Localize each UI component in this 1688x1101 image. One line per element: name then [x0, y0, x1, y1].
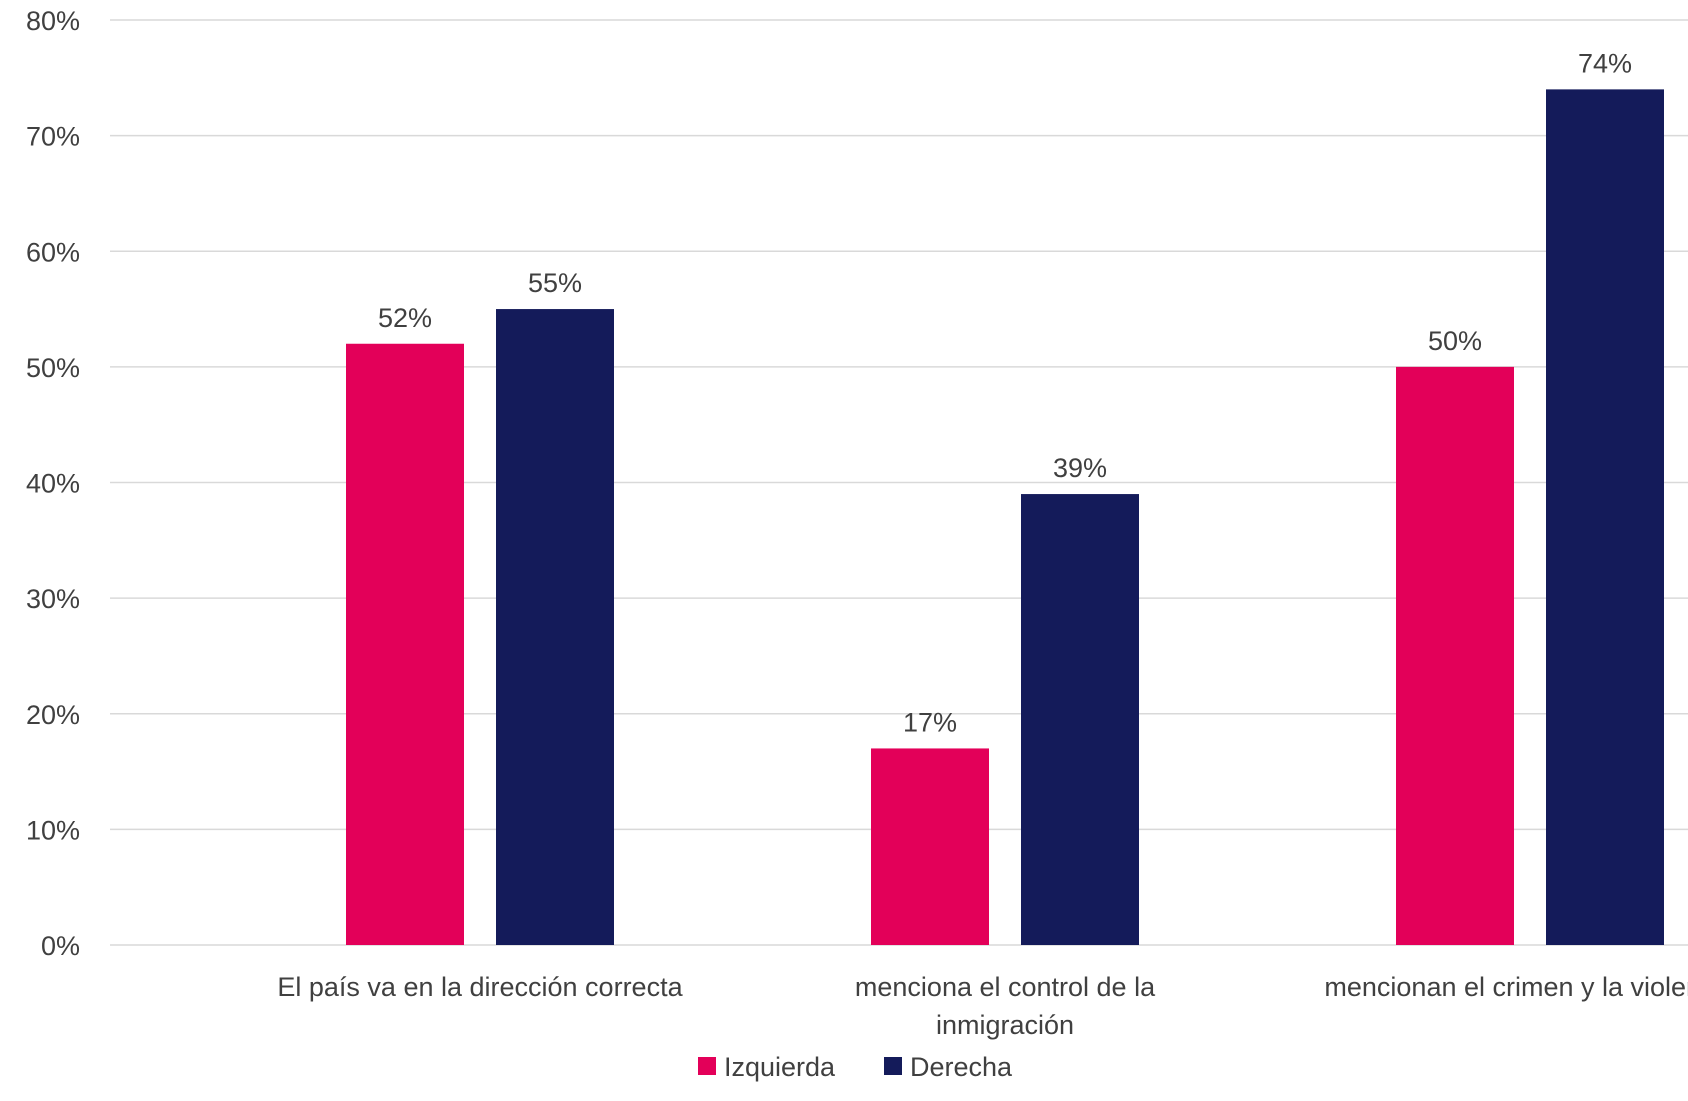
y-tick-label: 70% [26, 122, 80, 152]
data-label-derecha-1: 39% [1053, 453, 1107, 483]
y-tick-label: 30% [26, 584, 80, 614]
bar-derecha-0 [496, 309, 614, 945]
data-labels: 52% 55% 17% 39% 50% 74% [378, 48, 1632, 737]
bars [346, 89, 1664, 945]
data-label-derecha-0: 55% [528, 268, 582, 298]
y-tick-label: 60% [26, 237, 80, 267]
x-category-label: mencionan el crimen y la violencia [1324, 972, 1688, 1002]
x-axis-category-labels: El país va en la dirección correcta menci… [277, 972, 1688, 1040]
x-category-label: menciona el control de la [855, 972, 1156, 1002]
bar-derecha-2 [1546, 89, 1664, 945]
legend-swatch-izquierda [698, 1057, 716, 1075]
data-label-derecha-2: 74% [1578, 48, 1632, 78]
bar-derecha-1 [1021, 494, 1139, 945]
data-label-izquierda-0: 52% [378, 303, 432, 333]
legend-label-izquierda: Izquierda [724, 1052, 836, 1082]
y-tick-label: 80% [26, 6, 80, 36]
y-tick-label: 10% [26, 815, 80, 845]
legend-label-derecha: Derecha [910, 1052, 1013, 1082]
data-label-izquierda-1: 17% [903, 707, 957, 737]
legend-swatch-derecha [884, 1057, 902, 1075]
y-tick-label: 40% [26, 469, 80, 499]
data-label-izquierda-2: 50% [1428, 326, 1482, 356]
bar-izquierda-0 [346, 343, 464, 945]
legend: Izquierda Derecha [698, 1052, 1013, 1082]
bar-izquierda-1 [871, 748, 989, 945]
y-tick-label: 0% [41, 931, 80, 961]
x-category-label: El país va en la dirección correcta [277, 972, 683, 1002]
y-axis-tick-labels: 0% 10% 20% 30% 40% 50% 60% 70% 80% [26, 6, 80, 961]
x-category-label: inmigración [936, 1010, 1074, 1040]
bar-izquierda-2 [1396, 366, 1514, 945]
y-tick-label: 50% [26, 353, 80, 383]
y-tick-label: 20% [26, 700, 80, 730]
